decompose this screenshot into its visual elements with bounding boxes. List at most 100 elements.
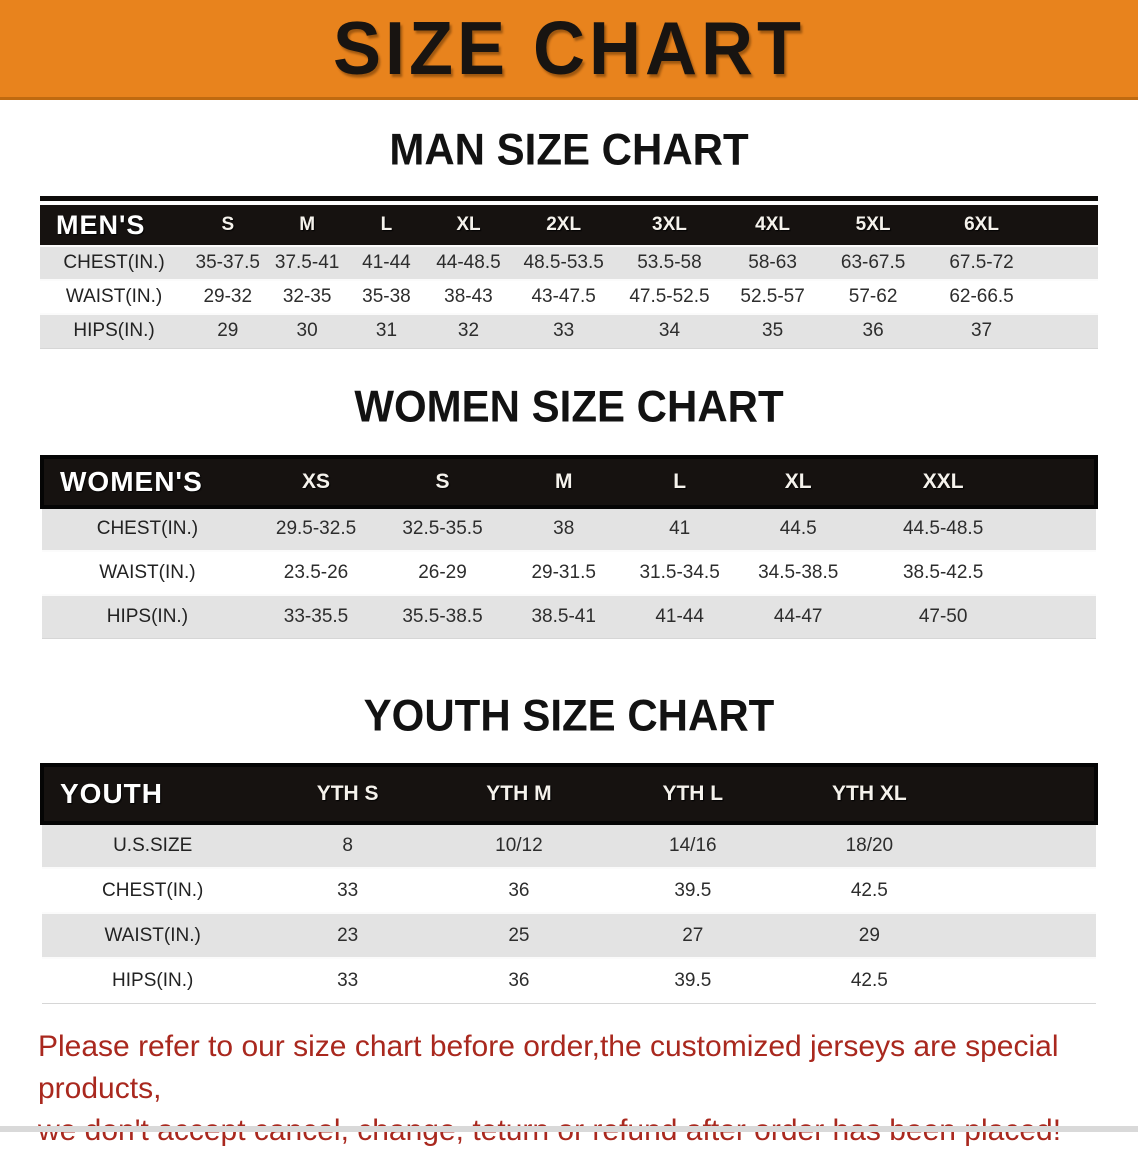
size-value-cell: 63-67.5 xyxy=(840,252,906,273)
size-value-cell: 47-50 xyxy=(918,605,968,627)
size-column-header: XL xyxy=(426,205,511,246)
men-section-heading: MAN SIZE CHART xyxy=(389,124,749,175)
size-table-row: HIPS(IN.) 29 30 31 32 33 34 35 36 37 xyxy=(40,314,1098,348)
size-value-cell: 42.5 xyxy=(850,969,888,991)
measurement-row-label: CHEST(IN.) xyxy=(102,879,204,901)
size-value-cell: 36 xyxy=(508,969,530,991)
size-value-cell: 38 xyxy=(553,518,575,539)
size-table-header-row: WOMEN'S XS S M L XL XXL xyxy=(42,456,1096,507)
size-value-cell: 52.5-57 xyxy=(740,286,805,307)
size-value-cell: 39.5 xyxy=(674,969,712,991)
size-value-cell: 35 xyxy=(762,320,784,342)
row-filler-cell xyxy=(1040,314,1098,348)
size-table-row: WAIST(IN.) 23.5-26 26-29 29-31.5 31.5-34.5 34… xyxy=(42,550,1096,595)
size-value-cell: 18/20 xyxy=(845,835,894,856)
section-youth: YOUTH SIZE CHART YOUTH YTH S YTH M YTH L YTH… xyxy=(0,691,1138,1004)
size-value-cell: 43-47.5 xyxy=(531,286,596,307)
measurement-row-label: HIPS(IN.) xyxy=(112,969,194,991)
measurement-row-label: WAIST(IN.) xyxy=(99,561,196,583)
size-column-header: S xyxy=(379,456,506,507)
size-table-row: CHEST(IN.) 33 36 39.5 42.5 xyxy=(42,868,1096,913)
size-value-cell: 57-62 xyxy=(848,286,898,307)
size-value-cell: 42.5 xyxy=(850,879,888,901)
size-value-cell: 32-35 xyxy=(282,286,332,307)
size-column-header: S xyxy=(188,205,268,246)
measurement-row-label: CHEST(IN.) xyxy=(96,518,199,539)
size-value-cell: 33 xyxy=(553,320,575,342)
size-column-header: XXL xyxy=(858,456,1028,507)
size-table-header-row: YOUTH YTH S YTH M YTH L YTH XL xyxy=(42,765,1096,823)
row-filler-cell xyxy=(1027,595,1096,639)
size-value-cell: 33 xyxy=(337,969,359,991)
size-value-cell: 31.5-34.5 xyxy=(639,561,720,583)
size-column-header: YTH S xyxy=(263,765,432,823)
size-value-cell: 41-44 xyxy=(655,605,704,627)
measurement-row-label: U.S.SIZE xyxy=(113,835,193,856)
measurement-row-label: CHEST(IN.) xyxy=(63,252,165,273)
row-filler-cell xyxy=(1040,246,1098,280)
size-value-cell: 8 xyxy=(342,835,353,856)
size-value-cell: 44-48.5 xyxy=(436,252,501,273)
size-value-cell: 58-63 xyxy=(748,252,797,273)
size-value-cell: 32.5-35.5 xyxy=(402,518,483,539)
size-column-header: 6XL xyxy=(923,205,1040,246)
size-value-cell: 53.5-58 xyxy=(637,252,702,273)
size-value-cell: 41-44 xyxy=(362,252,411,273)
size-column-header: 3XL xyxy=(616,205,723,246)
table-group-label: YOUTH xyxy=(42,765,264,823)
row-filler-cell xyxy=(1040,280,1098,314)
size-value-cell: 27 xyxy=(682,924,704,946)
women-size-table-wrap: WOMEN'S XS S M L XL XXL CHEST(IN.) 29.5-32.5 32.5… xyxy=(40,455,1098,640)
men-size-table-wrap: MEN'S S M L XL 2XL 3XL 4XL 5XL 6XL CHEST(IN.) 35-37… xyxy=(40,196,1098,349)
size-value-cell: 23.5-26 xyxy=(283,561,349,583)
measurement-row-label: WAIST(IN.) xyxy=(104,924,201,946)
banner-title: SIZE CHART xyxy=(333,6,805,91)
bottom-edge-strip xyxy=(0,1126,1138,1132)
banner: SIZE CHART xyxy=(0,0,1138,100)
size-column-header: 5XL xyxy=(822,205,924,246)
size-column-header: 2XL xyxy=(510,205,617,246)
row-filler-cell xyxy=(959,913,1096,958)
size-value-cell: 35.5-38.5 xyxy=(402,605,483,627)
size-value-cell: 67.5-72 xyxy=(949,252,1014,273)
size-value-cell: 44.5 xyxy=(779,518,817,539)
size-column-header: YTH M xyxy=(431,765,606,823)
row-filler-cell xyxy=(1027,507,1096,551)
size-value-cell: 44.5-48.5 xyxy=(902,518,984,539)
section-women: WOMEN SIZE CHART WOMEN'S XS S M L XL XXL CHEST(… xyxy=(0,381,1138,640)
size-table-row: U.S.SIZE 8 10/12 14/16 18/20 xyxy=(42,823,1096,868)
youth-size-table: YOUTH YTH S YTH M YTH L YTH XL U.S.SIZE 8 10/12… xyxy=(40,763,1098,1004)
row-filler-cell xyxy=(959,958,1096,1003)
size-value-cell: 32 xyxy=(457,320,480,342)
header-filler-cell xyxy=(1027,456,1096,507)
size-value-cell: 29.5-32.5 xyxy=(275,518,357,539)
women-section-heading: WOMEN SIZE CHART xyxy=(354,381,784,431)
size-value-cell: 25 xyxy=(508,924,530,946)
size-value-cell: 29-31.5 xyxy=(531,561,596,583)
size-value-cell: 38.5-41 xyxy=(531,605,596,627)
size-column-header: M xyxy=(267,205,347,246)
size-value-cell: 10/12 xyxy=(495,835,543,856)
size-value-cell: 30 xyxy=(296,320,318,342)
size-column-header: YTH XL xyxy=(779,765,959,823)
size-table-row: CHEST(IN.) 29.5-32.5 32.5-35.5 38 41 44.5 44.5… xyxy=(42,506,1096,551)
table-group-label: MEN'S xyxy=(40,205,189,246)
size-value-cell: 33 xyxy=(337,879,359,901)
table-group-label: WOMEN'S xyxy=(42,456,253,507)
size-column-header: L xyxy=(621,456,738,507)
size-value-cell: 23 xyxy=(337,924,359,946)
measurement-row-label: HIPS(IN.) xyxy=(106,605,189,627)
size-value-cell: 29 xyxy=(858,924,880,946)
header-filler-cell xyxy=(958,765,1096,823)
disclaimer-text: Please refer to our size chart before or… xyxy=(38,1026,1138,1152)
size-value-cell: 48.5-53.5 xyxy=(523,252,604,273)
measurement-row-label: WAIST(IN.) xyxy=(65,286,163,307)
size-value-cell: 29-32 xyxy=(203,286,253,307)
header-filler-cell xyxy=(1039,205,1098,246)
size-column-header: M xyxy=(505,456,622,507)
row-filler-cell xyxy=(959,868,1096,913)
size-value-cell: 34 xyxy=(658,320,681,342)
size-value-cell: 33-35.5 xyxy=(283,605,349,627)
size-value-cell: 44-47 xyxy=(773,605,823,627)
size-value-cell: 41 xyxy=(669,518,691,539)
